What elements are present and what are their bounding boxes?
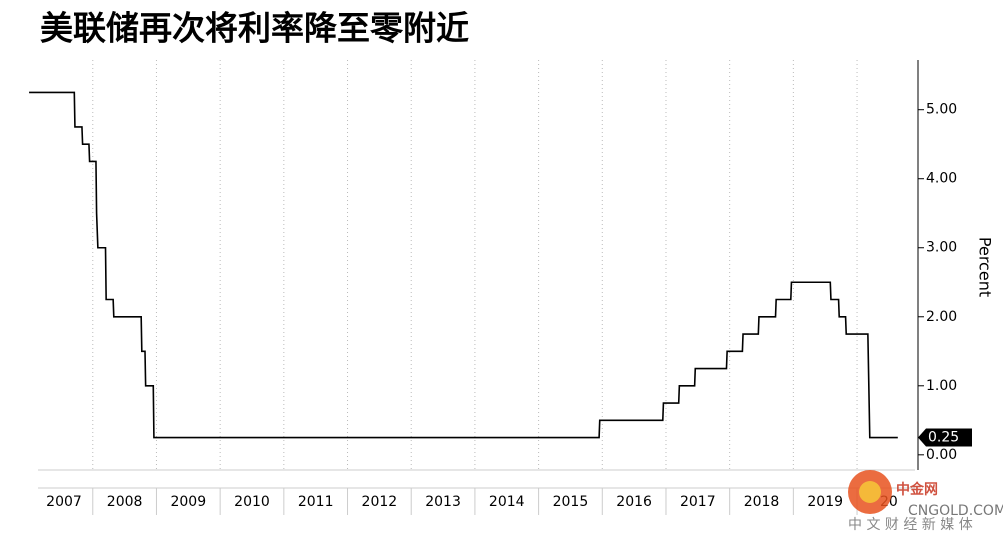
- y-axis-label: Percent: [976, 237, 995, 297]
- x-tick-label: 2013: [425, 494, 461, 510]
- last-value-label: 0.25: [928, 430, 959, 446]
- x-tick-label: 2012: [362, 494, 398, 510]
- x-tick-label: 2015: [553, 494, 589, 510]
- y-tick-label: 0.00: [926, 447, 957, 463]
- x-tick-label: 2019: [807, 494, 843, 510]
- x-tick-label: 2010: [234, 494, 270, 510]
- x-tick-label: 2008: [107, 494, 143, 510]
- y-tick-label: 2.00: [926, 309, 957, 325]
- y-tick-label: 1.00: [926, 378, 957, 394]
- y-tick-label: 5.00: [926, 102, 957, 118]
- x-tick-label: 2017: [680, 494, 716, 510]
- x-tick-label: 2016: [616, 494, 652, 510]
- x-tick-label: 2009: [170, 494, 206, 510]
- x-tick-label: 2007: [46, 494, 82, 510]
- watermark-tagline: 中 文 财 经 新 媒 体: [848, 517, 973, 533]
- chart-title: 美联储再次将利率降至零附近: [40, 9, 469, 48]
- x-tick-label: 2011: [298, 494, 334, 510]
- rate-line: [29, 91, 898, 439]
- logo-icon-inner: [859, 481, 881, 503]
- x-tick-label: 2018: [744, 494, 780, 510]
- last-value-box: [918, 428, 972, 447]
- x-tick-label: 2014: [489, 494, 525, 510]
- y-tick-label: 3.00: [926, 240, 957, 256]
- y-tick-label: 4.00: [926, 171, 957, 187]
- watermark-logo: 中金网: [896, 481, 938, 498]
- watermark-domain: CNGOLD.COM.CN: [908, 503, 1003, 519]
